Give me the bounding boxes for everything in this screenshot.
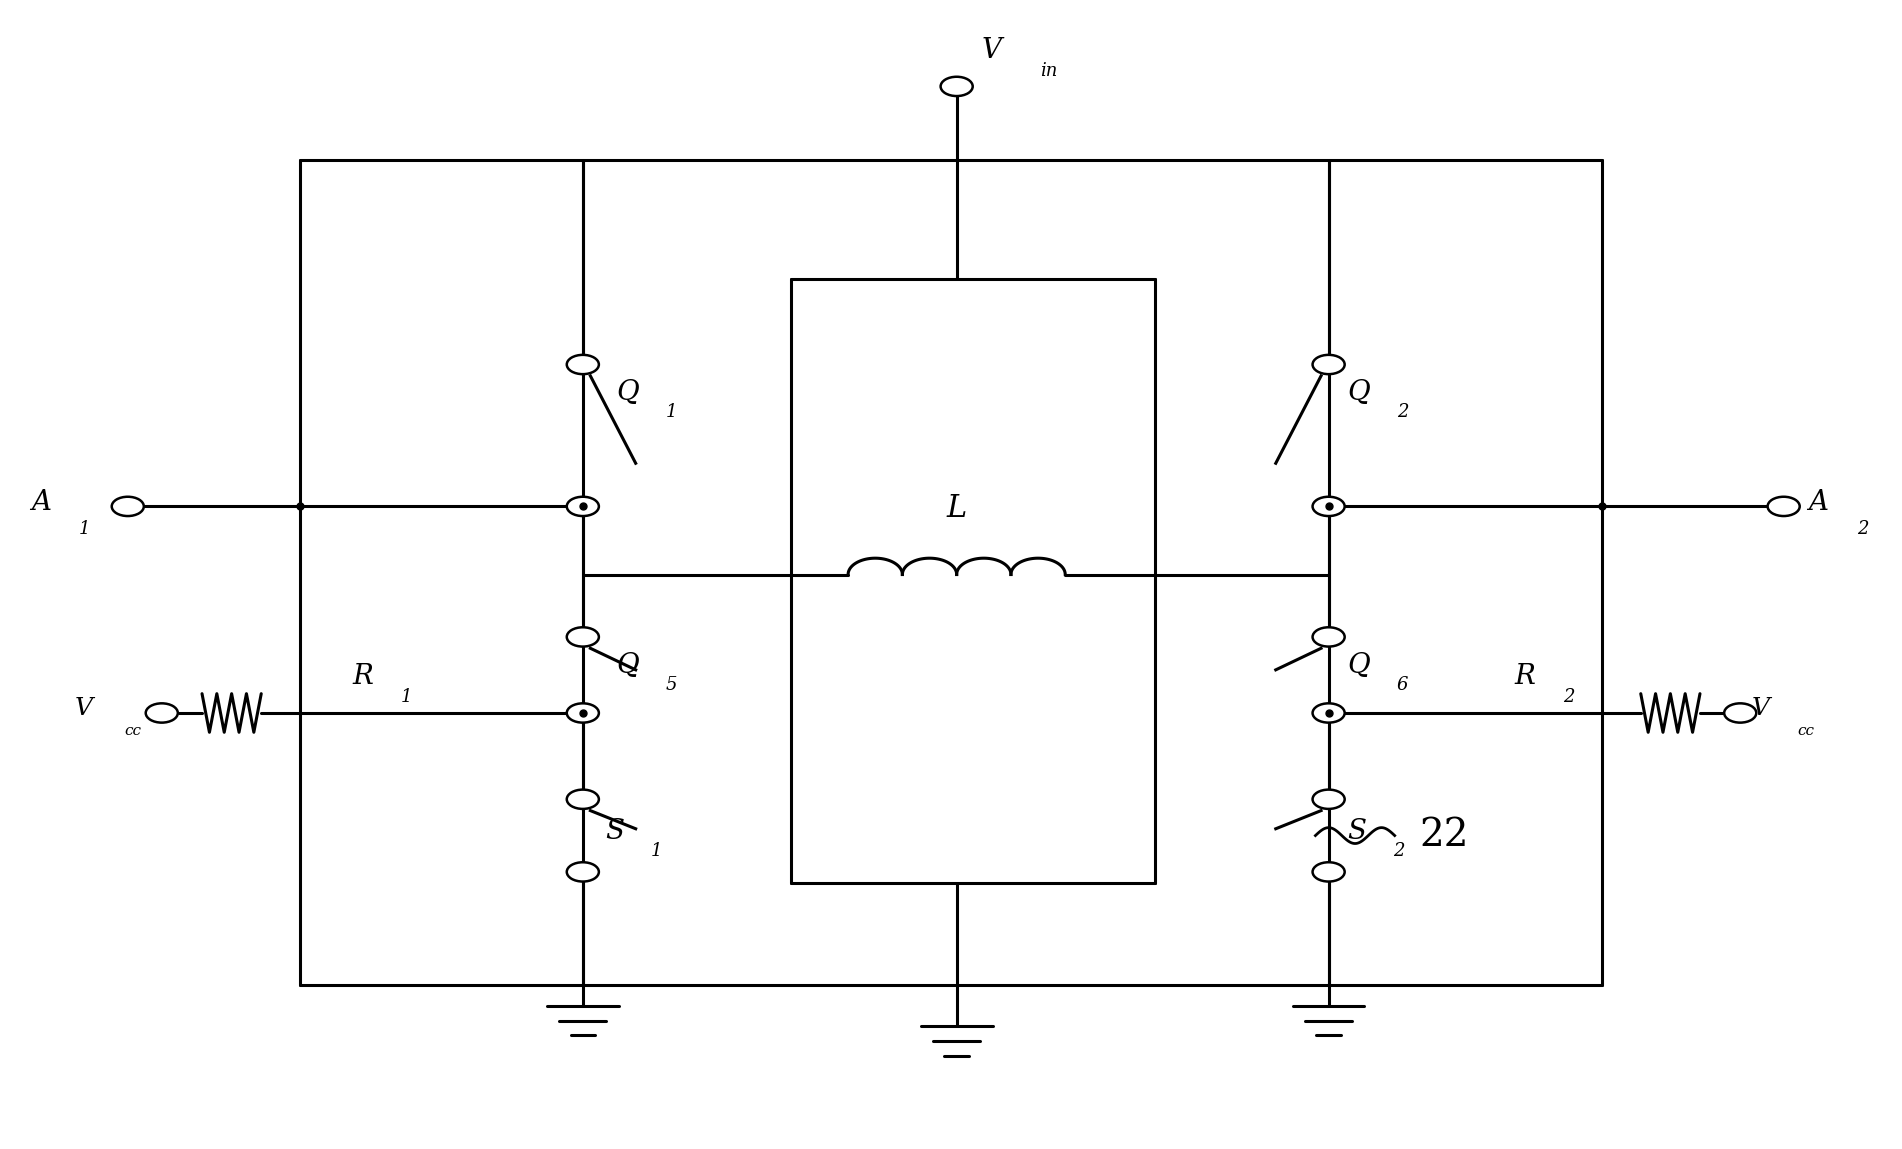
Circle shape bbox=[567, 862, 599, 881]
Text: S: S bbox=[1347, 818, 1366, 845]
Text: 5: 5 bbox=[666, 676, 677, 694]
Circle shape bbox=[1725, 703, 1756, 723]
Circle shape bbox=[1312, 355, 1345, 375]
Circle shape bbox=[567, 627, 599, 647]
Circle shape bbox=[1767, 496, 1799, 516]
Text: R: R bbox=[352, 663, 373, 691]
Circle shape bbox=[1312, 627, 1345, 647]
Text: 1: 1 bbox=[401, 688, 413, 707]
Circle shape bbox=[567, 789, 599, 809]
Circle shape bbox=[1312, 703, 1345, 723]
Text: 6: 6 bbox=[1396, 676, 1407, 694]
Text: 1: 1 bbox=[666, 403, 677, 422]
Text: S: S bbox=[605, 818, 624, 845]
Text: Q: Q bbox=[616, 379, 639, 407]
Circle shape bbox=[567, 496, 599, 516]
Text: 22: 22 bbox=[1419, 817, 1468, 854]
Text: V: V bbox=[981, 37, 1000, 63]
Circle shape bbox=[567, 703, 599, 723]
Text: 2: 2 bbox=[1856, 520, 1870, 538]
Text: Q: Q bbox=[616, 651, 639, 679]
Text: 2: 2 bbox=[1563, 688, 1575, 707]
Circle shape bbox=[1312, 496, 1345, 516]
Circle shape bbox=[112, 496, 145, 516]
Text: Q: Q bbox=[1347, 379, 1369, 407]
Text: V: V bbox=[1752, 697, 1769, 720]
Text: cc: cc bbox=[124, 724, 141, 738]
Text: 2: 2 bbox=[1396, 403, 1407, 422]
Text: A: A bbox=[32, 489, 51, 517]
Text: 2: 2 bbox=[1392, 842, 1404, 861]
Text: Q: Q bbox=[1347, 651, 1369, 679]
Text: A: A bbox=[1809, 489, 1828, 517]
Circle shape bbox=[941, 77, 972, 97]
Text: in: in bbox=[1040, 62, 1058, 79]
Circle shape bbox=[1312, 789, 1345, 809]
Text: 1: 1 bbox=[650, 842, 662, 861]
Text: 1: 1 bbox=[78, 520, 89, 538]
Circle shape bbox=[146, 703, 177, 723]
Text: V: V bbox=[74, 697, 93, 720]
Text: R: R bbox=[1514, 663, 1535, 691]
Circle shape bbox=[1312, 862, 1345, 881]
Text: cc: cc bbox=[1797, 724, 1815, 738]
Circle shape bbox=[567, 355, 599, 375]
Text: L: L bbox=[947, 493, 966, 524]
